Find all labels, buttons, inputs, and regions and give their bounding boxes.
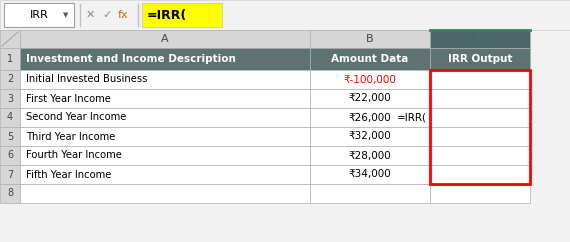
Bar bbox=[310, 146, 430, 165]
Text: ₹34,000: ₹34,000 bbox=[349, 169, 392, 180]
Bar bbox=[0, 48, 20, 70]
Text: Amount Data: Amount Data bbox=[331, 54, 409, 64]
Bar bbox=[430, 108, 530, 127]
Bar bbox=[310, 127, 430, 146]
Bar bbox=[20, 89, 310, 108]
Bar bbox=[0, 89, 20, 108]
Bar bbox=[430, 184, 530, 203]
Text: Third Year Income: Third Year Income bbox=[26, 131, 115, 142]
Text: 8: 8 bbox=[7, 189, 13, 198]
Bar bbox=[310, 70, 430, 89]
Bar bbox=[0, 70, 20, 89]
Text: IRR Output: IRR Output bbox=[448, 54, 512, 64]
Bar bbox=[0, 165, 20, 184]
Bar bbox=[430, 30, 530, 48]
Bar bbox=[20, 127, 310, 146]
Text: IRR: IRR bbox=[30, 10, 48, 20]
Bar bbox=[310, 184, 430, 203]
Text: B: B bbox=[366, 34, 374, 44]
Bar bbox=[20, 108, 310, 127]
Bar bbox=[0, 184, 20, 203]
Bar bbox=[0, 30, 570, 242]
Text: ₹26,000: ₹26,000 bbox=[349, 113, 392, 122]
Bar bbox=[310, 89, 430, 108]
Bar bbox=[0, 146, 20, 165]
Bar bbox=[142, 3, 222, 27]
Text: 4: 4 bbox=[7, 113, 13, 122]
Text: ₹-100,000: ₹-100,000 bbox=[344, 75, 397, 84]
Bar bbox=[310, 165, 430, 184]
Bar bbox=[20, 70, 310, 89]
Text: 2: 2 bbox=[7, 75, 13, 84]
Text: 3: 3 bbox=[7, 93, 13, 104]
Text: ₹28,000: ₹28,000 bbox=[349, 151, 392, 160]
Bar bbox=[430, 89, 530, 108]
Bar bbox=[4, 3, 74, 27]
Text: Initial Invested Business: Initial Invested Business bbox=[26, 75, 148, 84]
Text: ✓: ✓ bbox=[102, 10, 111, 20]
Bar bbox=[310, 48, 430, 70]
Text: C: C bbox=[476, 34, 484, 44]
Bar bbox=[20, 165, 310, 184]
Bar bbox=[20, 184, 310, 203]
Bar bbox=[0, 108, 20, 127]
Bar bbox=[20, 30, 310, 48]
Bar bbox=[430, 146, 530, 165]
Text: 1: 1 bbox=[7, 54, 13, 64]
Bar bbox=[430, 127, 530, 146]
Text: ₹22,000: ₹22,000 bbox=[349, 93, 392, 104]
Text: ✕: ✕ bbox=[86, 10, 95, 20]
Bar bbox=[430, 70, 530, 89]
Bar bbox=[430, 70, 530, 184]
Bar bbox=[20, 146, 310, 165]
Text: 7: 7 bbox=[7, 169, 13, 180]
Text: First Year Income: First Year Income bbox=[26, 93, 111, 104]
Text: =IRR(: =IRR( bbox=[147, 8, 188, 22]
Text: Investment and Income Description: Investment and Income Description bbox=[26, 54, 236, 64]
Bar bbox=[0, 0, 570, 30]
Bar bbox=[0, 127, 20, 146]
Bar bbox=[310, 108, 430, 127]
Text: A: A bbox=[161, 34, 169, 44]
Bar bbox=[430, 48, 530, 70]
Bar bbox=[430, 165, 530, 184]
Text: 6: 6 bbox=[7, 151, 13, 160]
Text: 5: 5 bbox=[7, 131, 13, 142]
Text: Fifth Year Income: Fifth Year Income bbox=[26, 169, 111, 180]
Text: Fourth Year Income: Fourth Year Income bbox=[26, 151, 122, 160]
Bar bbox=[0, 30, 20, 48]
Text: Second Year Income: Second Year Income bbox=[26, 113, 127, 122]
Bar bbox=[310, 30, 430, 48]
Bar bbox=[20, 48, 310, 70]
Text: ₹32,000: ₹32,000 bbox=[349, 131, 392, 142]
Text: ▼: ▼ bbox=[63, 12, 69, 18]
Text: =IRR(: =IRR( bbox=[397, 113, 427, 122]
Text: fx: fx bbox=[118, 10, 129, 20]
